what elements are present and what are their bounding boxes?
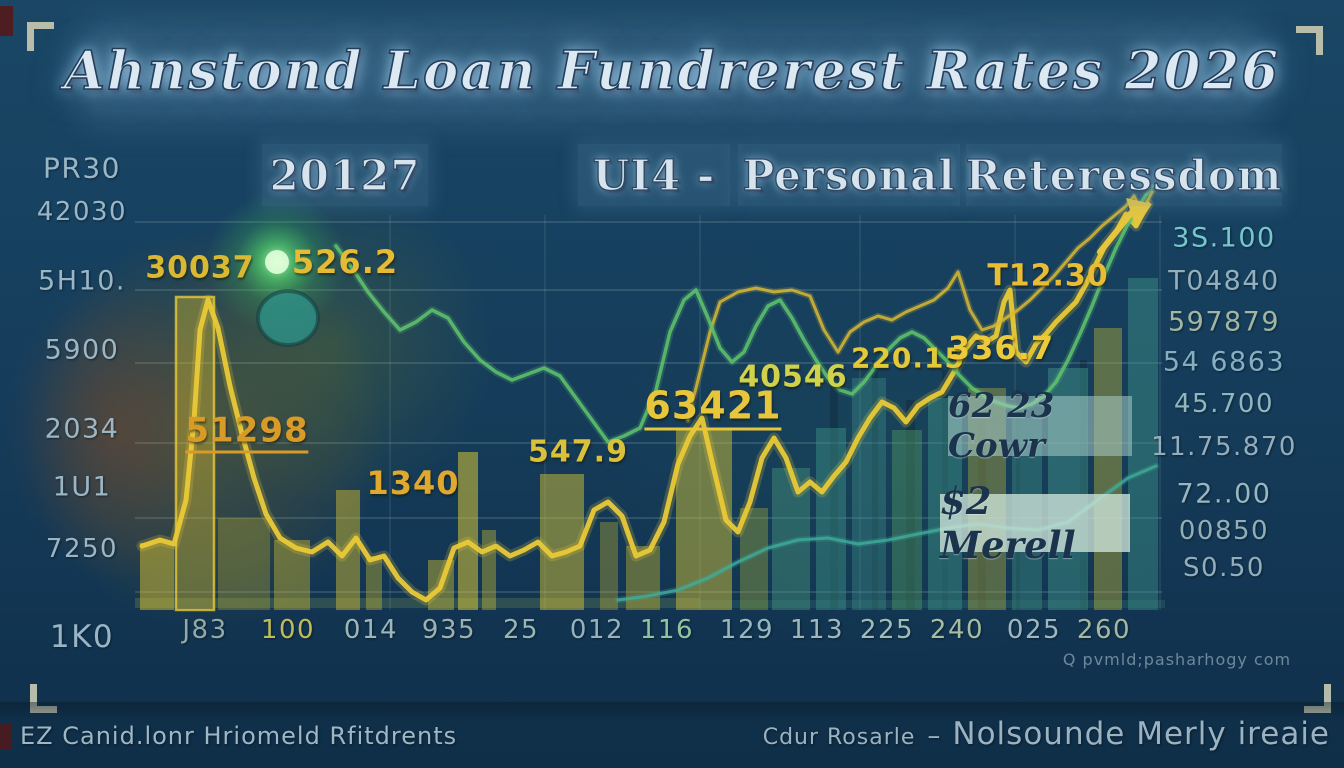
left-axis-tick: 5H10. xyxy=(38,265,126,297)
x-axis-tick: J83 xyxy=(182,615,228,645)
bar xyxy=(816,428,846,610)
yellow-upper-line xyxy=(686,190,1154,422)
bar xyxy=(600,522,618,610)
left-axis-tick: 1K0 xyxy=(49,619,115,655)
bar xyxy=(366,556,382,610)
bar xyxy=(1094,328,1122,610)
header-chip-1: 20127 xyxy=(262,144,428,206)
left-axis-tick: 5900 xyxy=(44,334,120,366)
bottom-band xyxy=(0,702,1344,768)
data-label: 336.7 xyxy=(947,329,1055,367)
right-axis-tick: 00850 xyxy=(1178,516,1270,546)
data-label: 220.15 xyxy=(850,341,966,375)
callout-box-2: $2 Merell xyxy=(940,479,1130,567)
right-axis-tick: S0.50 xyxy=(1183,553,1265,583)
yellow-main-line xyxy=(139,201,1151,603)
data-label: 1340 xyxy=(366,464,460,502)
watermark: Q pvmld;pasharhogy com xyxy=(1062,650,1292,669)
x-axis-tick: 240 xyxy=(929,615,985,645)
x-axis-tick: 129 xyxy=(719,615,775,645)
bar xyxy=(1128,278,1158,610)
page-title: Ahnstond Loan Fundrerest Rates 2026 xyxy=(63,39,1281,103)
header-chip-4: Reteressdom xyxy=(965,144,1282,206)
right-axis-tick: T04840 xyxy=(1168,265,1280,297)
x-axis-tick: 012 xyxy=(569,615,625,645)
left-axis-tick: 1U1 xyxy=(52,471,112,503)
footer-caption-right: Cdur Rosarle – Nolsounde Merly ireaie xyxy=(763,716,1330,752)
data-label: 547.9 xyxy=(528,434,628,470)
x-axis-tick: 116 xyxy=(639,615,695,645)
x-axis-tick: 113 xyxy=(789,615,845,645)
left-axis-tick: 7250 xyxy=(45,534,119,564)
corner-bracket-top-right xyxy=(1296,26,1323,55)
bar xyxy=(218,518,270,610)
red-edge-mark-bottom xyxy=(0,724,11,750)
up-arrow-icon xyxy=(1097,198,1152,255)
bar xyxy=(174,295,216,612)
bar xyxy=(540,474,584,610)
x-axis-tick: 225 xyxy=(859,615,915,645)
data-label: 526.2 xyxy=(291,243,399,281)
left-axis-tick: 42030 xyxy=(36,197,128,227)
bar xyxy=(458,452,478,610)
header-chip-2: UI4 - xyxy=(578,144,730,206)
data-label: 51298 xyxy=(185,411,309,454)
x-axis-tick: 014 xyxy=(343,615,399,645)
right-axis-tick: 3S.100 xyxy=(1172,222,1276,254)
right-axis-tick: 11.75.870 xyxy=(1151,432,1297,462)
x-axis-tick: 260 xyxy=(1076,615,1132,645)
x-axis-tick: 025 xyxy=(1006,615,1062,645)
footer-caption-left: EZ Canid.lonr Hriomeld Rfitdrents xyxy=(20,722,458,750)
corner-bracket-bottom-left xyxy=(30,684,57,713)
data-label: 30037 xyxy=(145,250,255,286)
data-label: 63421 xyxy=(644,384,782,431)
footer-right-dash: – xyxy=(927,721,941,751)
x-axis-tick: 100 xyxy=(260,615,316,645)
x-axis-tick: 25 xyxy=(502,615,540,645)
footer-right-large: Nolsounde Merly ireaie xyxy=(952,716,1330,752)
x-axis-tick: 935 xyxy=(421,615,477,645)
data-label: T12.30 xyxy=(987,258,1109,294)
callout-box-1: 62 23 Cowr xyxy=(948,386,1132,466)
right-axis-tick: 72..00 xyxy=(1176,478,1272,510)
bar xyxy=(140,543,174,610)
bar xyxy=(892,430,922,610)
corner-bracket-bottom-right xyxy=(1304,684,1331,713)
left-axis-tick: 2034 xyxy=(44,413,120,445)
header-chip-3: Personal xyxy=(738,144,960,206)
corner-bracket-top-left xyxy=(27,22,54,51)
teal-blob xyxy=(256,289,320,347)
green-glow-burst xyxy=(207,192,347,332)
bars-layer xyxy=(140,278,1158,612)
red-edge-mark-top xyxy=(0,6,13,36)
right-axis-tick: 597879 xyxy=(1167,306,1281,338)
footer-right-small: Cdur Rosarle xyxy=(762,725,916,750)
left-axis-tick: PR30 xyxy=(43,151,121,185)
data-label: 40546 xyxy=(738,359,848,395)
right-axis-tick: 54 6863 xyxy=(1162,346,1286,378)
right-axis-tick: 45.700 xyxy=(1174,389,1274,419)
title-band xyxy=(96,36,1246,110)
